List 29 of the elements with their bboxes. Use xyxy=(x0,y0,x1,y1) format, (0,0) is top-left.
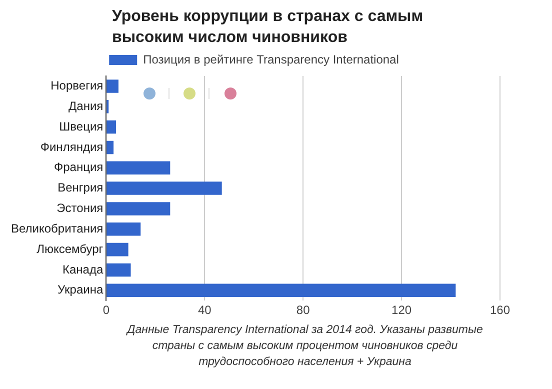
x-tick-label: 80 xyxy=(296,303,310,318)
bar xyxy=(106,182,222,195)
y-tick-label: Украина xyxy=(57,282,104,297)
legend-label: Позиция в рейтинге Transparency International xyxy=(143,52,399,66)
y-tick-label: Люксембург xyxy=(36,242,104,256)
bar xyxy=(106,202,170,216)
bar xyxy=(106,161,170,175)
bar xyxy=(106,120,116,134)
text: Данные Transparency International за 2014 год. Указаны развитые страны с самым высоким процентом чиновников среди трудоспособного населения + Украина xyxy=(125,323,484,370)
y-tick-label: Дания xyxy=(68,98,104,113)
bar xyxy=(106,140,114,154)
y-tick-label: Великобритания xyxy=(11,221,104,236)
y-tick-label: Эстония xyxy=(56,201,104,216)
x-tick-label: 160 xyxy=(490,303,510,318)
bar xyxy=(106,80,118,93)
chart-title: Уровень коррупции в странах с самым высоким числом чиновников xyxy=(112,7,424,48)
y-tick-label: Канада xyxy=(62,262,104,276)
bar xyxy=(106,263,131,277)
x-tick-label: 40 xyxy=(198,303,212,318)
y-tick-label: Норвегия xyxy=(50,78,104,93)
y-tick-label: Швеция xyxy=(59,119,104,134)
bar xyxy=(106,284,456,298)
y-tick-label: Финляндия xyxy=(40,140,104,154)
bar xyxy=(106,222,141,236)
bar xyxy=(106,242,128,256)
y-tick-label: Франция xyxy=(54,160,104,174)
x-tick-label: 0 xyxy=(102,303,110,318)
y-tick-label: Венгрия xyxy=(58,180,104,195)
x-tick-label: 120 xyxy=(392,303,412,318)
